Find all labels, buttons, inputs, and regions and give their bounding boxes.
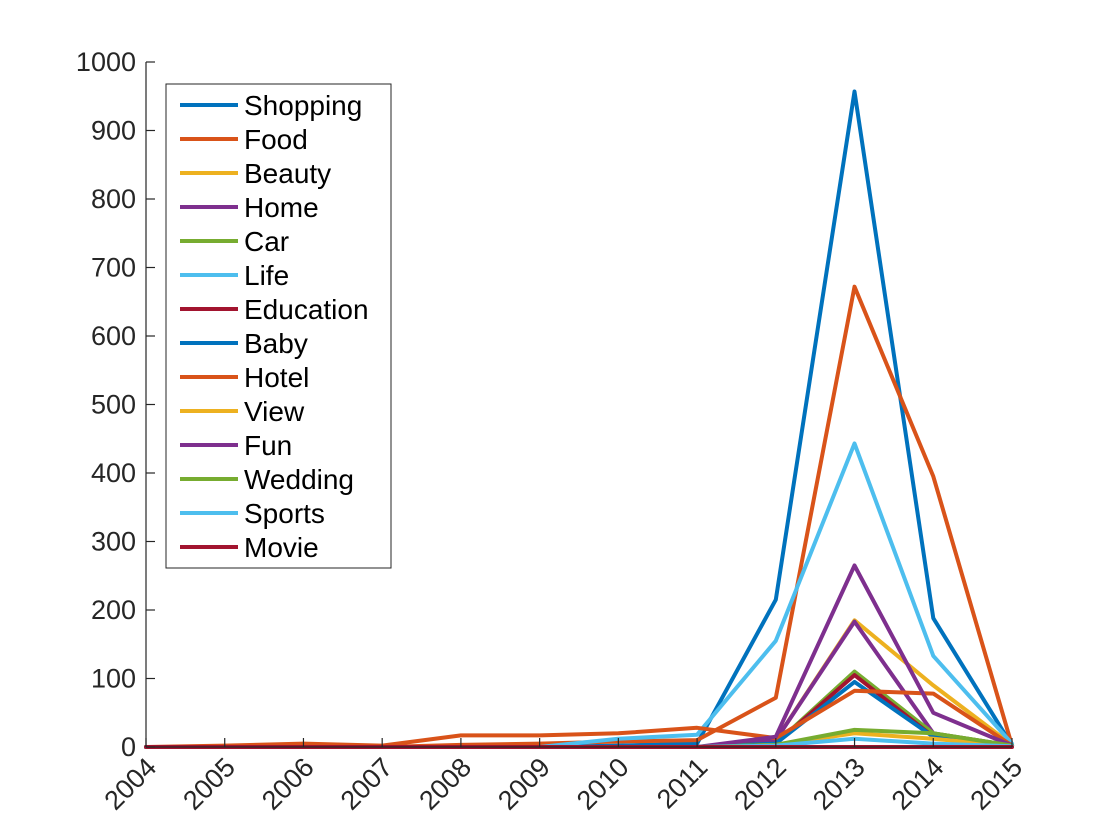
y-tick-label: 300 bbox=[91, 527, 136, 557]
legend-label-view: View bbox=[244, 396, 305, 427]
x-tick-label: 2008 bbox=[413, 752, 477, 816]
x-tick-label: 2005 bbox=[177, 752, 241, 816]
x-tick-label: 2010 bbox=[571, 752, 635, 816]
legend-label-hotel: Hotel bbox=[244, 362, 309, 393]
legend-label-baby: Baby bbox=[244, 328, 308, 359]
y-tick-label: 900 bbox=[91, 116, 136, 146]
legend-label-wedding: Wedding bbox=[244, 464, 354, 495]
legend-label-life: Life bbox=[244, 260, 289, 291]
x-tick-label: 2009 bbox=[492, 752, 556, 816]
legend-label-food: Food bbox=[244, 124, 308, 155]
y-tick-label: 1000 bbox=[76, 47, 136, 77]
y-tick-label: 200 bbox=[91, 595, 136, 625]
x-tick-label: 2013 bbox=[807, 752, 871, 816]
legend-label-education: Education bbox=[244, 294, 369, 325]
legend: ShoppingFoodBeautyHomeCarLifeEducationBa… bbox=[165, 83, 392, 569]
y-tick-label: 500 bbox=[91, 390, 136, 420]
legend-label-shopping: Shopping bbox=[244, 90, 362, 121]
series-line-hotel bbox=[144, 688, 1014, 749]
x-tick-label: 2004 bbox=[99, 752, 163, 816]
legend-label-beauty: Beauty bbox=[244, 158, 331, 189]
x-tick-label: 2014 bbox=[886, 752, 950, 816]
x-tick-label: 2012 bbox=[728, 752, 792, 816]
series-line-home bbox=[144, 619, 1014, 749]
x-tick-label: 2011 bbox=[651, 752, 713, 814]
legend-label-fun: Fun bbox=[244, 430, 292, 461]
legend-label-car: Car bbox=[244, 226, 289, 257]
y-tick-label: 800 bbox=[91, 184, 136, 214]
x-tick-label: 2007 bbox=[335, 752, 399, 816]
y-tick-label: 100 bbox=[91, 664, 136, 694]
x-tick-label: 2015 bbox=[965, 752, 1029, 816]
series-line-fun bbox=[144, 563, 1014, 749]
legend-label-home: Home bbox=[244, 192, 319, 223]
series-line-beauty bbox=[144, 618, 1014, 749]
y-tick-label: 0 bbox=[121, 732, 136, 762]
legend-label-sports: Sports bbox=[244, 498, 325, 529]
x-tick-label: 2006 bbox=[256, 752, 320, 816]
y-tick-label: 700 bbox=[91, 253, 136, 283]
y-tick-label: 400 bbox=[91, 458, 136, 488]
legend-box bbox=[165, 83, 392, 569]
legend-label-movie: Movie bbox=[244, 532, 319, 563]
y-tick-label: 600 bbox=[91, 321, 136, 351]
